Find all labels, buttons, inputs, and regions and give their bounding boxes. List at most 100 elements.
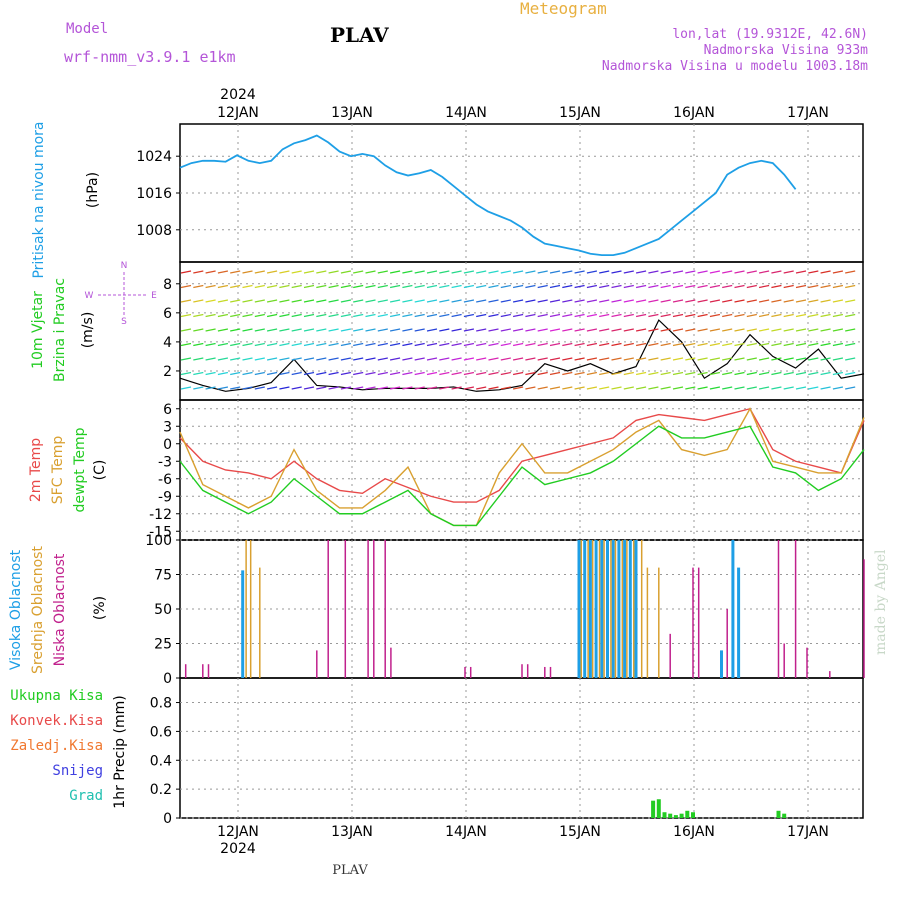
wind-barb (808, 342, 819, 347)
y-tick-label: 0.2 (150, 782, 172, 798)
wind-barb (230, 357, 241, 361)
wind-barb (476, 313, 487, 318)
wind-barb (266, 386, 278, 390)
wind-barb (783, 270, 794, 274)
wind-barb (193, 284, 204, 289)
wind-barb (500, 299, 511, 303)
wind-barb (500, 342, 511, 347)
wind-barb (451, 371, 462, 376)
wind-barb (414, 284, 425, 289)
wind-barb (771, 342, 782, 347)
wind-barb (463, 342, 475, 347)
wind-barb (512, 357, 524, 361)
wind-barb (303, 284, 315, 289)
y-tick-label: -15 (149, 524, 172, 540)
wind-barb (758, 328, 770, 332)
wind-barb (488, 313, 499, 318)
wind-barb (734, 357, 745, 361)
wind-barb (217, 270, 229, 274)
wind-barb (746, 328, 757, 332)
wind-barb (795, 270, 807, 274)
lonlat-label: lon,lat (19.9312E, 42.6N) (672, 27, 868, 42)
wind-barb (648, 313, 659, 318)
wind-barb (512, 270, 524, 274)
wind-barb (611, 284, 622, 289)
wind-barb (746, 357, 757, 361)
wind-barb (549, 386, 561, 390)
wind-barb (635, 284, 647, 289)
wind-barb (808, 299, 819, 303)
high-cloud-bar (577, 540, 581, 678)
x-day-label-top: 16JAN (673, 105, 715, 121)
wind-barb (353, 328, 364, 332)
wind-barb (353, 299, 364, 303)
wind-barb (377, 342, 388, 347)
y-tick-label: 0.6 (150, 724, 172, 740)
wind-barb (758, 371, 770, 376)
wind-barb (500, 357, 511, 361)
wind-barb (279, 386, 290, 390)
wind-barb (488, 342, 499, 347)
wind-barb (488, 357, 499, 361)
wind-barb (783, 328, 794, 332)
wind-barb (303, 328, 315, 332)
high-cloud-bar (731, 540, 735, 678)
wind-barb (414, 299, 425, 303)
wind-barb (845, 299, 856, 303)
wind-barb (488, 270, 499, 274)
wind-barb (340, 342, 352, 347)
station-title: PLAV (330, 23, 389, 47)
model-name: wrf-nmm_v3.9.1 e1km (64, 48, 236, 66)
wind-barb (746, 299, 757, 303)
wind-barb (672, 284, 684, 289)
wind-barb (783, 357, 794, 361)
wind-barb (230, 386, 241, 390)
y-tick-label: -6 (158, 472, 172, 488)
wind-barb (242, 299, 253, 303)
wind-barb (402, 270, 413, 274)
compass-s: S (121, 317, 127, 327)
y-tick-label: 25 (154, 637, 172, 653)
wind-barb (623, 284, 634, 289)
wind-barb (217, 342, 229, 347)
wind-barb (709, 299, 721, 303)
wind-barb (537, 386, 548, 390)
wind-barb (291, 270, 302, 274)
wind-barb (525, 299, 536, 303)
wind-barb (242, 328, 253, 332)
wind-barb (685, 357, 696, 361)
wind-barb (795, 328, 807, 332)
wind-barb (623, 357, 634, 361)
wind-barb (586, 299, 598, 303)
wind-barb (845, 313, 856, 318)
wind-barb (771, 270, 782, 274)
high-cloud-bar (588, 540, 592, 678)
wind-barb (758, 342, 770, 347)
wind-barb (562, 270, 573, 274)
x-day-label-top: 14JAN (445, 105, 487, 121)
wind-barb (340, 284, 352, 289)
y-tick-label: -9 (158, 489, 172, 505)
wind-barb (266, 299, 278, 303)
wind-barb (537, 313, 548, 318)
wind-barb (389, 299, 401, 303)
wind-barb (180, 342, 192, 347)
wind-barb (254, 328, 265, 332)
wind-barb (697, 357, 708, 361)
wind-barb (537, 357, 548, 361)
wind-barb (574, 313, 585, 318)
wind-barb (328, 284, 339, 289)
wind-barb (476, 342, 487, 347)
wind-barb (672, 342, 684, 347)
wind-barb (758, 270, 770, 274)
wind-barb (734, 328, 745, 332)
high-cloud-bar (241, 570, 245, 678)
wind-barb (279, 342, 290, 347)
wind-barb (734, 284, 745, 289)
wind-barb (746, 270, 757, 274)
wind-barb (463, 386, 475, 390)
wind-barb (353, 357, 364, 361)
wind-barb (845, 371, 856, 376)
wind-barb (599, 299, 610, 303)
wind-barb (697, 371, 708, 376)
